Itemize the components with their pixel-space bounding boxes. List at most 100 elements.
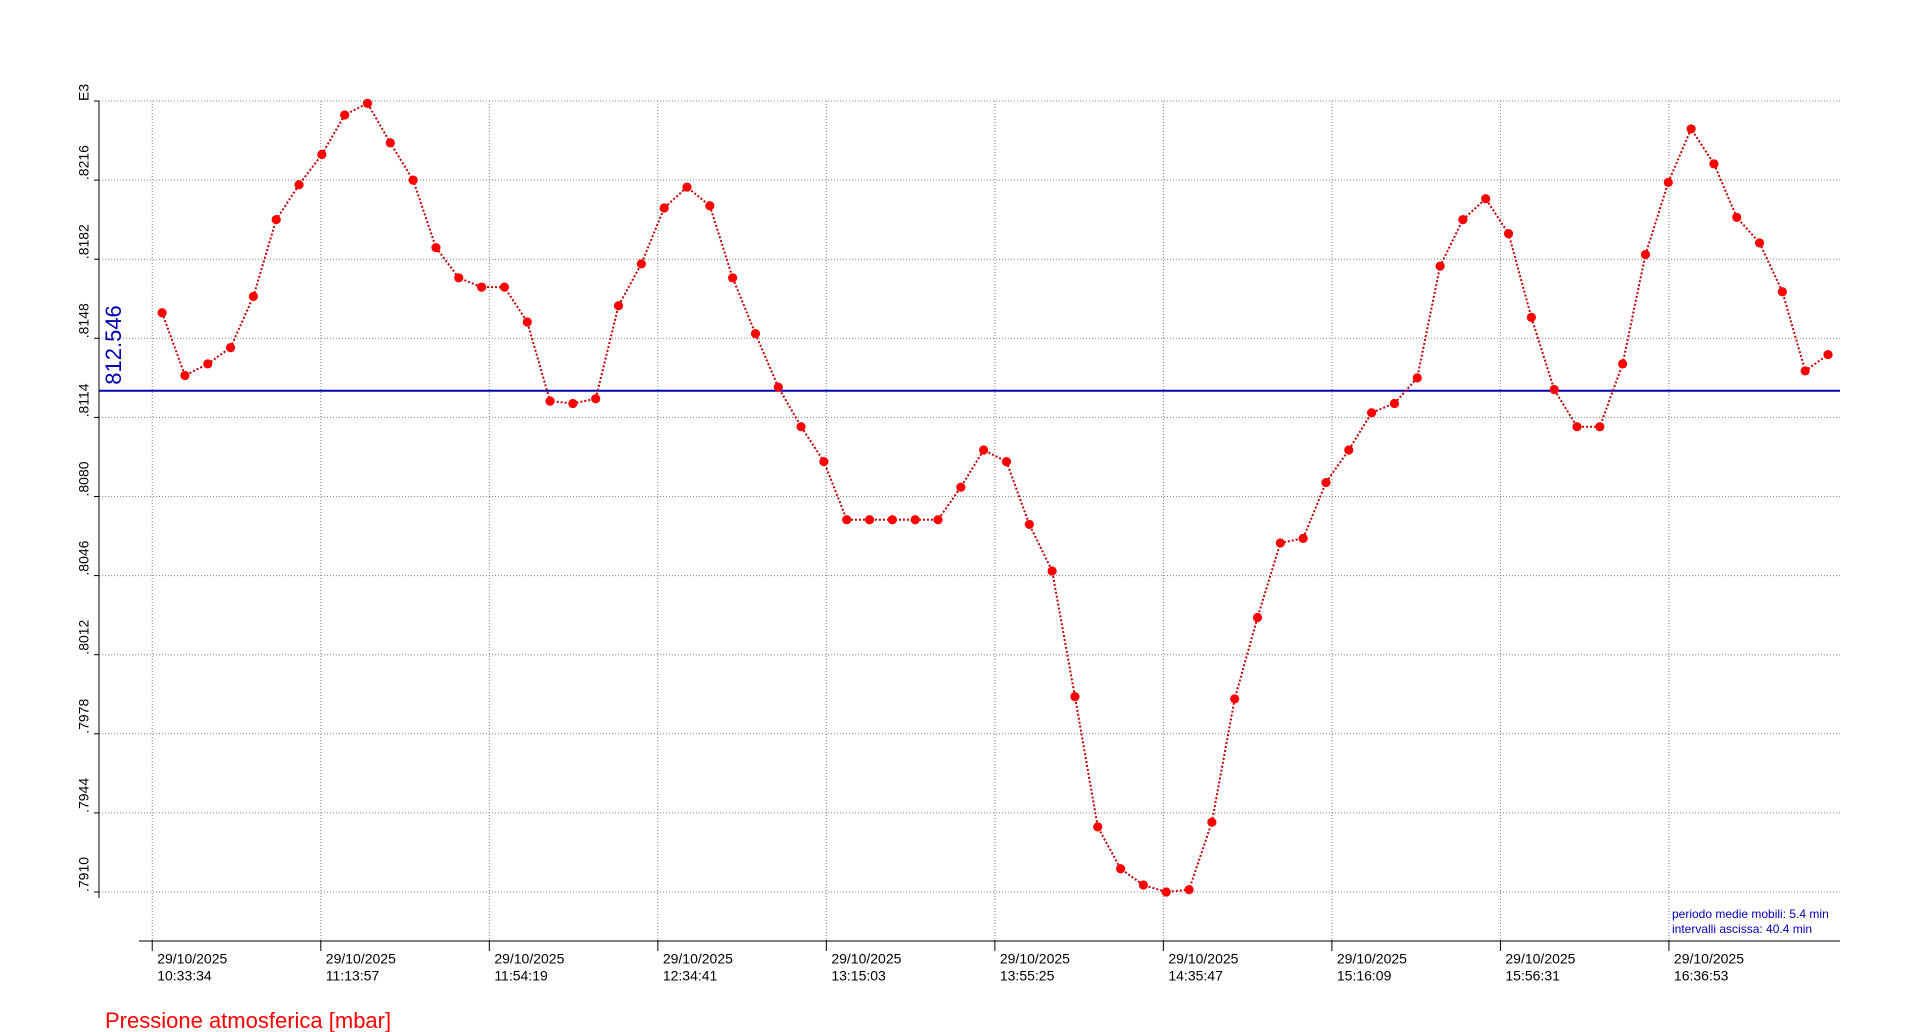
annotation: periodo medie mobili: 5.4 min: [1672, 907, 1829, 921]
data-point: [1161, 887, 1171, 897]
data-point: [1458, 215, 1468, 225]
x-tick-label: 14:35:47: [1168, 968, 1223, 984]
x-tick-label: 12:34:41: [663, 968, 718, 984]
data-point: [636, 259, 646, 269]
data-point: [1367, 408, 1377, 418]
x-tick-label: 29/10/2025: [663, 951, 733, 967]
x-tick-label: 29/10/2025: [326, 951, 396, 967]
data-point: [979, 445, 989, 455]
data-point: [1595, 422, 1605, 432]
data-point: [271, 215, 281, 225]
x-tick-label: 29/10/2025: [1168, 951, 1238, 967]
x-tick-label: 13:55:25: [1000, 968, 1055, 984]
y-tick-label: .8012: [76, 619, 92, 654]
x-tick-label: 29/10/2025: [831, 951, 901, 967]
data-point: [705, 201, 715, 211]
y-tick-label: .7944: [76, 778, 92, 813]
x-tick-label: 11:54:19: [494, 968, 548, 984]
x-tick-label: 16:36:53: [1674, 968, 1729, 984]
data-point: [1344, 445, 1354, 455]
data-point: [933, 515, 943, 525]
data-point: [1138, 880, 1149, 890]
x-tick-label: 10:33:34: [157, 968, 212, 984]
y-tick-label: .8114: [76, 383, 92, 417]
legend-label: Pressione atmosferica [mbar]: [105, 1008, 391, 1032]
data-point: [1298, 533, 1308, 543]
data-point: [1777, 287, 1787, 297]
data-point: [203, 359, 213, 369]
y-tick-label: .8080: [76, 461, 92, 496]
data-point: [1686, 124, 1696, 134]
data-point: [1754, 238, 1765, 248]
data-point: [408, 175, 418, 185]
data-point: [1024, 519, 1034, 530]
data-point: [1070, 691, 1080, 702]
data-point: [1663, 177, 1673, 188]
data-point: [499, 282, 510, 292]
mean-label: 812.546: [101, 305, 126, 385]
y-tick-label: .8216: [76, 145, 92, 180]
data-point: [910, 515, 920, 525]
data-point: [1800, 366, 1810, 376]
data-point: [1207, 817, 1217, 827]
data-point: [1572, 422, 1582, 432]
data-point: [659, 203, 669, 213]
data-point: [1503, 229, 1514, 239]
data-point: [887, 515, 897, 525]
data-point: [157, 308, 167, 318]
data-point: [1115, 864, 1126, 874]
data-point: [248, 291, 258, 302]
data-point: [1001, 457, 1012, 467]
x-tick-label: 15:56:31: [1505, 968, 1560, 984]
data-point: [454, 273, 464, 283]
data-point: [1732, 212, 1742, 222]
data-point: [1389, 398, 1400, 409]
x-tick-label: 29/10/2025: [494, 951, 564, 967]
data-point: [750, 329, 761, 339]
data-point: [1823, 349, 1833, 360]
data-point: [1184, 885, 1194, 895]
data-point: [362, 98, 373, 108]
y-tick-label: .7910: [76, 857, 92, 892]
y-tick-label: E3: [76, 84, 92, 101]
data-point: [613, 301, 624, 311]
data-point: [773, 382, 783, 392]
y-tick-label: .8046: [76, 540, 92, 575]
data-point: [317, 149, 327, 160]
data-point: [225, 343, 236, 353]
data-point: [294, 180, 304, 190]
data-point: [1412, 373, 1422, 383]
data-point: [1275, 538, 1285, 548]
x-tick-label: 29/10/2025: [157, 951, 227, 967]
data-point: [1435, 261, 1445, 271]
y-tick-label: .8148: [76, 303, 92, 338]
x-tick-label: 29/10/2025: [1505, 951, 1575, 967]
data-point: [1526, 312, 1536, 322]
data-point: [1549, 384, 1559, 395]
data-point: [1252, 612, 1263, 623]
data-point: [431, 242, 441, 253]
data-point: [1709, 159, 1719, 169]
data-point: [1481, 194, 1491, 204]
x-tick-label: 15:16:09: [1337, 968, 1392, 984]
x-tick-label: 13:15:03: [831, 968, 886, 984]
data-point: [956, 482, 966, 492]
data-point: [1618, 359, 1628, 369]
annotation: intervalli ascissa: 40.4 min: [1672, 922, 1812, 936]
data-point: [819, 457, 829, 467]
data-point: [728, 273, 738, 283]
y-tick-label: .8182: [76, 224, 92, 259]
data-point: [1321, 477, 1331, 488]
x-tick-label: 29/10/2025: [1674, 951, 1744, 967]
data-point: [476, 282, 487, 292]
x-tick-label: 11:13:57: [326, 968, 380, 984]
x-tick-label: 29/10/2025: [1000, 951, 1070, 967]
data-point: [522, 317, 532, 327]
data-point: [1093, 822, 1103, 832]
data-point: [180, 370, 190, 381]
x-tick-label: 29/10/2025: [1337, 951, 1407, 967]
data-point: [796, 422, 806, 432]
data-point: [545, 396, 555, 406]
